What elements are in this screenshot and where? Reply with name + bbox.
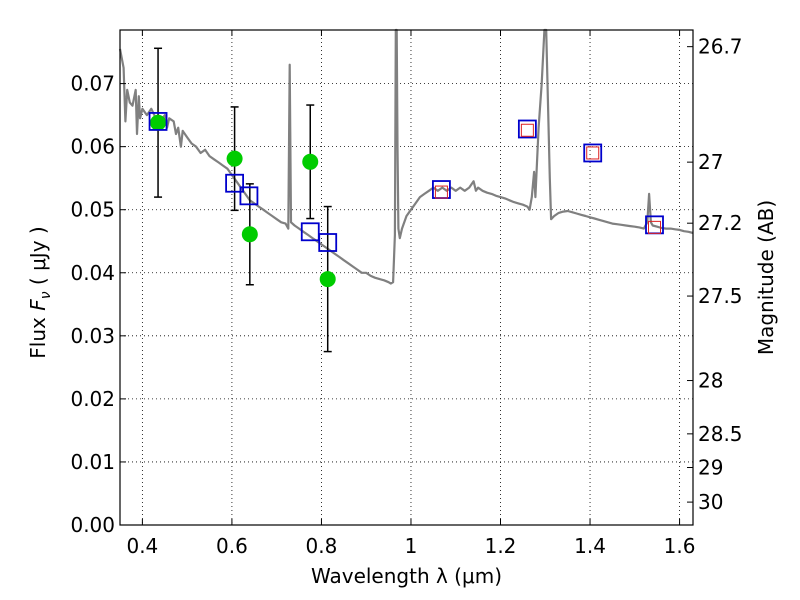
y2-tick-label: 26.7: [698, 35, 743, 59]
y-axis-label: Flux Fν ( μJy ): [26, 226, 54, 358]
observed-point: [319, 271, 336, 288]
x-tick-label: 1.6: [664, 534, 696, 558]
model-square: [583, 143, 603, 163]
x-tick-label: 0.8: [306, 534, 338, 558]
y-tick-label: 0.06: [70, 135, 115, 159]
x-tick-label: 1: [405, 534, 418, 558]
y2-tick-label: 29: [698, 455, 723, 479]
x-axis-label: Wavelength λ (μm): [311, 564, 502, 588]
observed-point: [226, 150, 243, 167]
y-axis-label-var: F: [26, 299, 50, 311]
inner-square: [434, 185, 448, 199]
y2-tick-label: 27: [698, 150, 723, 174]
model-square: [300, 222, 320, 242]
x-tick-label: 0.4: [126, 534, 158, 558]
y-tick-label: 0.04: [70, 261, 115, 285]
inner-square: [520, 123, 534, 137]
x-tick-label: 1.2: [485, 534, 517, 558]
y2-tick-label: 28.5: [698, 422, 743, 446]
error-bars: [154, 47, 332, 353]
y-axis-label-pre: Flux: [26, 311, 50, 359]
y2-tick-label: 27.2: [698, 211, 743, 235]
grid: [120, 30, 693, 526]
x-tick-label: 1.4: [574, 534, 606, 558]
inner-square: [586, 146, 600, 160]
x-tick-label: 0.6: [216, 534, 248, 558]
model-square: [239, 186, 259, 206]
y-tick-label: 0.07: [70, 72, 115, 96]
spectrum-line: [118, 28, 694, 285]
y-tick-label: 0.00: [70, 513, 115, 537]
observed-points: [150, 114, 336, 288]
y-tick-label: 0.03: [70, 324, 115, 348]
y2-tick-label: 30: [698, 490, 723, 514]
model-square: [517, 119, 537, 139]
plot-frame: [119, 29, 694, 526]
model-spectrum: [118, 28, 694, 285]
y-tick-label: 0.02: [70, 387, 115, 411]
y-tick-label: 0.01: [70, 450, 115, 474]
model-square: [318, 233, 338, 252]
observed-point: [302, 153, 319, 170]
observed-point: [241, 226, 258, 243]
y2-tick-label: 27.5: [698, 284, 743, 308]
model-square: [148, 112, 168, 131]
model-square: [225, 173, 245, 193]
inner-square: [648, 220, 662, 234]
ticks: 0.4 0.6 0.8 1 1.2 1.4 1.6 0.00 0.01 0.02 0.03 0.04 0…: [70, 30, 743, 558]
y-axis-label-post: ( μJy ): [26, 226, 50, 291]
observed-point: [150, 114, 167, 131]
y-tick-label: 0.05: [70, 198, 115, 222]
y2-axis-label: Magnitude (AB): [754, 200, 778, 355]
model-photometry-squares: [148, 112, 664, 252]
y-axis-label-sub: ν: [38, 291, 54, 299]
y2-tick-label: 28: [698, 369, 723, 393]
